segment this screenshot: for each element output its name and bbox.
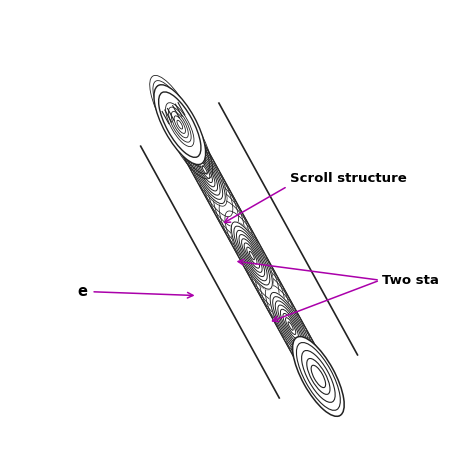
Ellipse shape [154,85,206,164]
Ellipse shape [230,220,273,291]
Text: Two sta: Two sta [383,273,439,287]
Text: Scroll structure: Scroll structure [290,172,407,185]
Ellipse shape [269,291,312,361]
Text: e: e [77,284,87,299]
Ellipse shape [292,337,344,416]
Ellipse shape [183,135,226,205]
